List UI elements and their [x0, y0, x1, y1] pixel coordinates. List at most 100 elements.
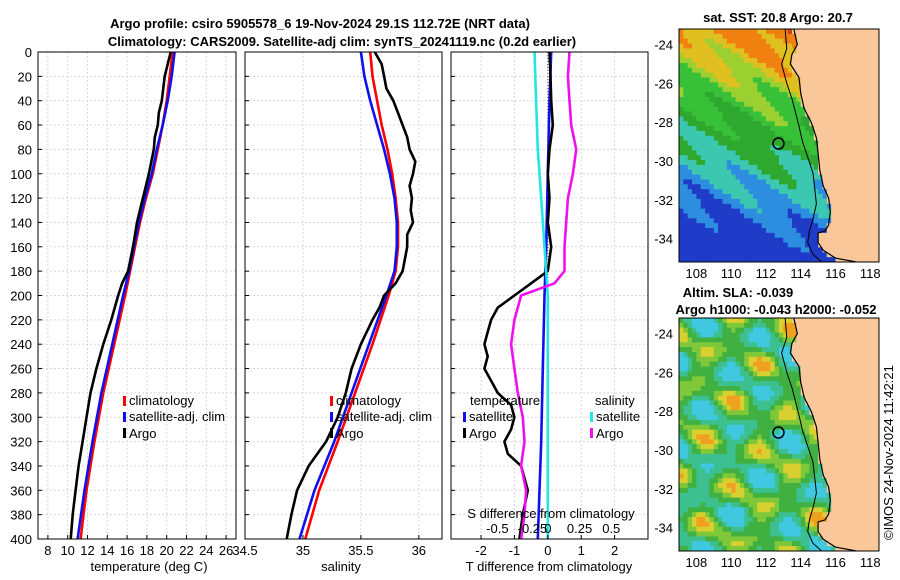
map-cell: [731, 463, 737, 470]
map-cell: [866, 135, 871, 142]
map-cell: [870, 164, 876, 171]
map-cell: [792, 541, 797, 547]
map-cell: [774, 478, 780, 484]
map-cell: [696, 169, 702, 176]
map-cell: [852, 419, 858, 426]
map-cell: [748, 390, 754, 397]
map-cell: [735, 463, 741, 470]
map-cell: [813, 478, 819, 484]
map-cell: [700, 434, 706, 440]
map-cell: [866, 121, 871, 127]
map-cell: [735, 424, 741, 431]
map-cell: [792, 376, 797, 382]
map-cell: [705, 63, 710, 69]
map-cell: [826, 439, 832, 445]
map-cell: [713, 101, 719, 108]
map-cell: [839, 145, 845, 151]
map-cell: [744, 213, 750, 219]
map-cell: [874, 405, 879, 411]
map-cell: [726, 63, 732, 69]
map-cell: [826, 361, 832, 368]
map-cell: [726, 478, 732, 484]
map-cell: [826, 43, 832, 50]
map-cell: [874, 473, 879, 479]
map-cell: [852, 415, 858, 421]
map-cell: [809, 213, 815, 219]
map-cell: [761, 87, 767, 93]
map-cell: [805, 395, 810, 402]
map-cell: [705, 497, 710, 504]
map-cell: [874, 53, 879, 59]
map-cell: [692, 213, 697, 219]
map-cell: [826, 541, 832, 547]
map-cell: [713, 517, 719, 523]
map-cell: [792, 390, 797, 397]
map-cell: [844, 332, 850, 339]
map-cell: [792, 82, 797, 88]
map-cell: [866, 347, 871, 353]
map-cell: [866, 371, 871, 377]
map-cell: [870, 405, 876, 411]
map-cell: [874, 174, 879, 181]
map-cell: [744, 541, 750, 547]
map-cell: [774, 97, 780, 103]
map-cell: [848, 184, 854, 190]
map-cell: [874, 242, 879, 249]
map-cell: [752, 174, 758, 181]
map-cell: [687, 116, 693, 122]
map-cell: [709, 262, 714, 268]
map-cell: [774, 483, 780, 489]
map-cell: [709, 531, 715, 538]
map-cell: [683, 371, 689, 377]
map-cell: [735, 376, 741, 382]
map-cell: [831, 458, 837, 465]
map-cell: [774, 371, 780, 377]
map-cell: [848, 38, 854, 45]
map-cell: [800, 517, 806, 523]
map-cell: [826, 483, 832, 489]
map-cell: [831, 381, 837, 387]
map-cell: [839, 169, 845, 176]
map-cell: [809, 72, 815, 79]
map-cell: [857, 203, 863, 210]
map-cell: [796, 194, 802, 200]
map-cell: [726, 67, 732, 74]
map-cell: [870, 473, 876, 479]
map-cell: [705, 92, 710, 98]
map-cell: [831, 208, 837, 215]
map-cell: [718, 512, 723, 518]
map-cell: [761, 424, 767, 431]
map-cell: [809, 106, 815, 113]
map-cell: [874, 194, 879, 200]
map-cell: [718, 208, 723, 215]
map-cell: [705, 213, 710, 219]
y-tick-label: 80: [18, 142, 32, 157]
map-cell: [861, 97, 867, 103]
map-cell: [722, 327, 728, 334]
map-cell: [770, 87, 776, 93]
map-cell: [761, 487, 767, 494]
map-cell: [705, 478, 710, 484]
map-cell: [779, 337, 784, 343]
map-cell: [696, 390, 702, 397]
map-cell: [735, 429, 741, 436]
map-cell: [809, 135, 815, 142]
map-cell: [792, 140, 797, 147]
map-cell: [713, 53, 719, 59]
map-cell: [757, 478, 763, 484]
top-x-tick-label: -0.5: [486, 521, 508, 536]
map-cell: [796, 419, 802, 426]
map-cell: [752, 512, 758, 518]
map-cell: [718, 400, 723, 406]
map-cell: [761, 483, 767, 489]
map-cell: [805, 130, 810, 137]
map-cell: [757, 536, 763, 542]
map-cell: [831, 145, 837, 151]
map-cell: [705, 223, 710, 229]
map-cell: [687, 424, 693, 431]
map-cell: [713, 361, 719, 368]
map-cell: [857, 546, 863, 551]
map-cell: [826, 478, 832, 484]
map-cell: [731, 468, 737, 474]
map-cell: [787, 405, 793, 411]
